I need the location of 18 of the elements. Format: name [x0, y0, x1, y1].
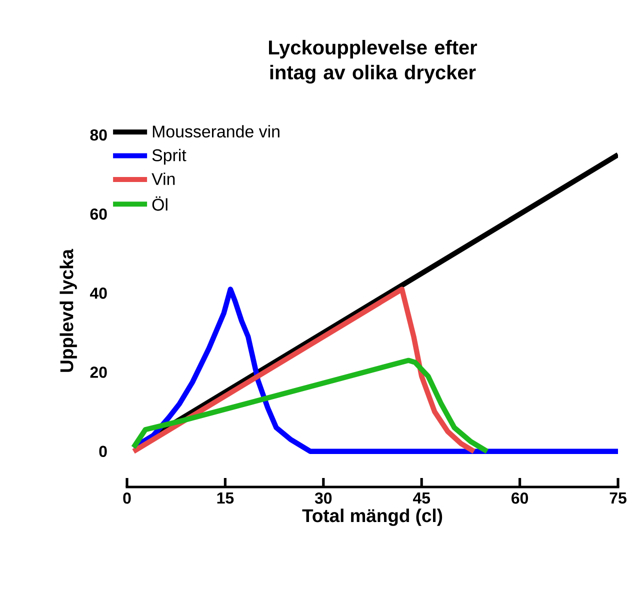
y-axis-title: Upplevd lycka [60, 248, 77, 372]
y-tick-label: 20 [90, 366, 107, 378]
y-tick-label: 0 [99, 446, 107, 458]
legend-label: Öl [152, 196, 168, 211]
x-tick-label: 60 [512, 492, 528, 504]
x-tick-label: 75 [610, 492, 626, 504]
x-axis-title: Total mängd (cl) [302, 508, 442, 526]
legend-label: Mousserande vin [152, 125, 280, 138]
y-tick-label: 40 [90, 288, 107, 299]
legend-label: Sprit [152, 148, 186, 165]
x-tick-label: 15 [217, 492, 234, 504]
legend-label: Vin [152, 172, 175, 185]
x-tick-label: 0 [123, 492, 131, 504]
y-tick-label: 60 [90, 208, 107, 220]
x-tick-label: 30 [314, 492, 332, 504]
x-tick-label: 45 [412, 492, 430, 504]
y-tick-label: 80 [90, 129, 107, 141]
chart-title: Lyckoupplevelse efter intag av olika drycker [269, 40, 478, 84]
